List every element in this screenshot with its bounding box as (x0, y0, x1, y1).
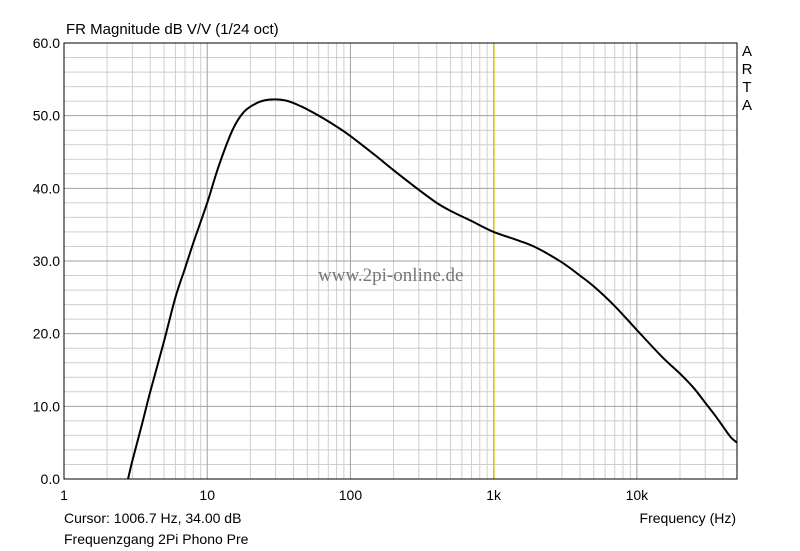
y-tick-labels: 0.0 10.0 20.0 30.0 40.0 50.0 60.0 (33, 35, 60, 487)
arta-brand-label: A R T A (741, 43, 753, 115)
chart-title: FR Magnitude dB V/V (1/24 oct) (66, 21, 279, 38)
watermark-url: www.2pi-online.de (318, 265, 464, 286)
x-tick-label: 10k (626, 487, 650, 503)
y-tick-label: 50.0 (33, 108, 60, 124)
brand-letter: R (741, 61, 753, 78)
y-tick-label: 20.0 (33, 326, 60, 342)
brand-letter: A (741, 97, 752, 114)
series-line-magnitude (127, 98, 738, 480)
x-tick-label: 10 (199, 487, 215, 503)
y-tick-label: 10.0 (33, 398, 60, 414)
x-axis-label: Frequency (Hz) (639, 510, 736, 526)
cursor-readout: Cursor: 1006.7 Hz, 34.00 dB (64, 510, 242, 526)
brand-letter: T (742, 79, 752, 96)
major-grid (63, 42, 737, 480)
x-tick-label: 100 (339, 487, 363, 503)
y-tick-label: 60.0 (33, 35, 60, 51)
y-tick-label: 0.0 (41, 471, 61, 487)
y-tick-label: 40.0 (33, 180, 60, 196)
plot-frame (63, 42, 738, 480)
y-tick-label: 30.0 (33, 253, 60, 269)
brand-letter: A (741, 43, 752, 60)
x-tick-label: 1 (60, 487, 68, 503)
x-tick-label: 1k (486, 487, 502, 503)
chart-caption: Frequenzgang 2Pi Phono Pre (64, 531, 249, 547)
x-tick-labels: 1 10 100 1k 10k (60, 487, 649, 503)
